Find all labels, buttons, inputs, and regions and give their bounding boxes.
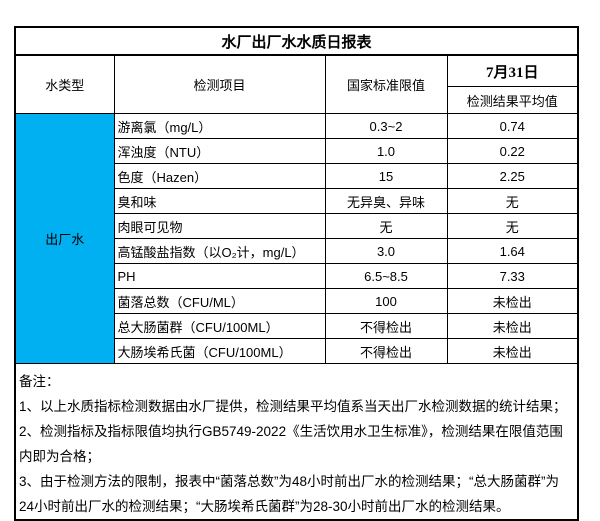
item-cell: 浑浊度（NTU） bbox=[113, 138, 326, 164]
result-cell: 未检出 bbox=[446, 313, 579, 339]
limit-cell: 不得检出 bbox=[324, 313, 448, 339]
item-cell: 菌落总数（CFU/ML） bbox=[113, 288, 326, 314]
table-row: 臭和味 无异臭、异味 无 bbox=[15, 188, 579, 214]
item-cell: 大肠埃希氏菌（CFU/100ML） bbox=[113, 338, 326, 364]
result-cell: 0.74 bbox=[446, 113, 579, 139]
limit-cell: 无 bbox=[324, 213, 448, 239]
report-date: 7月31日 bbox=[446, 54, 579, 87]
table-row: 出厂水 游离氯（mg/L） 0.3~2 0.74 bbox=[14, 113, 579, 364]
item-cell: 总大肠菌群（CFU/100ML） bbox=[113, 313, 326, 339]
table-row: 总大肠菌群（CFU/100ML） 不得检出 未检出 bbox=[15, 313, 579, 339]
limit-cell: 1.0 bbox=[324, 138, 448, 164]
notes-label: 备注： bbox=[19, 374, 60, 389]
limit-cell: 6.5~8.5 bbox=[324, 263, 448, 289]
water-quality-table: 水厂出厂水水质日报表 水类型 检测项目 国家标准限值 7月31日 检测结果平均值… bbox=[14, 26, 580, 521]
item-cell: 游离氯（mg/L） bbox=[113, 113, 326, 139]
result-cell: 1.64 bbox=[446, 238, 579, 264]
item-cell: 臭和味 bbox=[113, 188, 326, 214]
result-cell: 0.22 bbox=[446, 138, 579, 164]
item-cell: 高锰酸盐指数（以O₂计，mg/L） bbox=[113, 238, 326, 264]
result-cell: 未检出 bbox=[446, 288, 579, 314]
item-cell: 肉眼可见物 bbox=[113, 213, 326, 239]
note-line-2: 2、检测指标及指标限值均执行GB5749-2022《生活饮用水卫生标准》，检测结… bbox=[19, 424, 563, 464]
header-row-1: 水类型 检测项目 国家标准限值 7月31日 bbox=[14, 54, 579, 114]
col-header-result-avg: 检测结果平均值 bbox=[446, 86, 579, 114]
col-header-item: 检测项目 bbox=[113, 54, 326, 114]
result-cell: 2.25 bbox=[446, 163, 579, 189]
result-cell: 未检出 bbox=[446, 338, 579, 364]
col-header-water-type: 水类型 bbox=[14, 54, 115, 114]
col-header-limit: 国家标准限值 bbox=[324, 54, 448, 114]
notes-cell: 备注： 1、以上水质指标检测数据由水厂提供，检测结果平均值系当天出厂水检测数据的… bbox=[14, 363, 579, 521]
limit-cell: 3.0 bbox=[324, 238, 448, 264]
table-row: 高锰酸盐指数（以O₂计，mg/L） 3.0 1.64 bbox=[15, 238, 579, 264]
report-title: 水厂出厂水水质日报表 bbox=[14, 26, 579, 56]
item-cell: PH bbox=[113, 263, 326, 289]
limit-cell: 无异臭、异味 bbox=[324, 188, 448, 214]
result-cell: 无 bbox=[446, 213, 579, 239]
limit-cell: 0.3~2 bbox=[324, 113, 448, 139]
table-row: 肉眼可见物 无 无 bbox=[15, 213, 579, 239]
result-cell: 无 bbox=[446, 188, 579, 214]
limit-cell: 15 bbox=[324, 163, 448, 189]
report-page: 水厂出厂水水质日报表 水类型 检测项目 国家标准限值 7月31日 检测结果平均值… bbox=[14, 26, 580, 521]
note-line-3: 3、由于检测方法的限制，报表中“菌落总数”为48小时前出厂水的检测结果；“总大肠… bbox=[19, 474, 560, 514]
item-cell: 色度（Hazen） bbox=[113, 163, 326, 189]
table-row: 菌落总数（CFU/ML） 100 未检出 bbox=[15, 288, 579, 314]
table-row: 色度（Hazen） 15 2.25 bbox=[15, 163, 579, 189]
table-row: 浑浊度（NTU） 1.0 0.22 bbox=[15, 138, 579, 164]
water-type-cell: 出厂水 bbox=[14, 113, 115, 364]
title-row: 水厂出厂水水质日报表 bbox=[14, 26, 579, 56]
limit-cell: 不得检出 bbox=[324, 338, 448, 364]
result-cell: 7.33 bbox=[446, 263, 579, 289]
header-row-2: 检测结果平均值 bbox=[15, 86, 579, 114]
notes-row: 备注： 1、以上水质指标检测数据由水厂提供，检测结果平均值系当天出厂水检测数据的… bbox=[14, 363, 579, 521]
limit-cell: 100 bbox=[324, 288, 448, 314]
table-row: PH 6.5~8.5 7.33 bbox=[15, 263, 579, 289]
note-line-1: 1、以上水质指标检测数据由水厂提供，检测结果平均值系当天出厂水检测数据的统计结果… bbox=[19, 399, 567, 414]
table-row: 大肠埃希氏菌（CFU/100ML） 不得检出 未检出 bbox=[15, 338, 579, 364]
